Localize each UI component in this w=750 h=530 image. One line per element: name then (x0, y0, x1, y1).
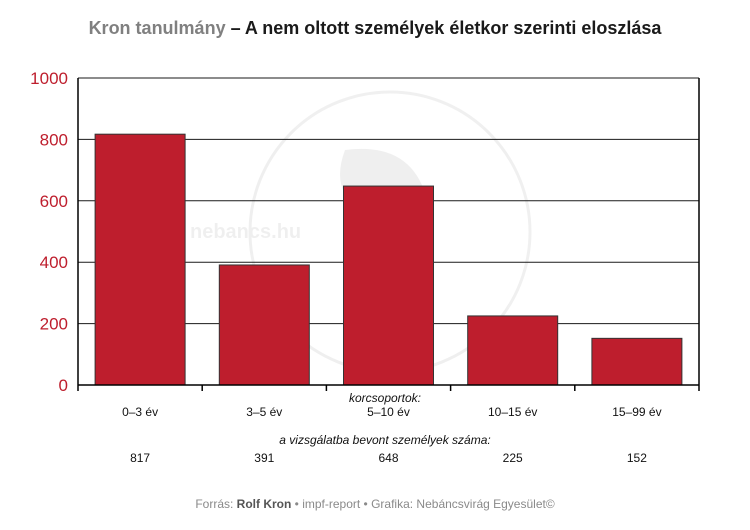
count-value: 817 (130, 451, 150, 465)
watermark-url: nebancs.hu (190, 221, 301, 243)
source-footer: Forrás: Rolf Kron • impf-report • Grafik… (0, 497, 750, 511)
x-tick-label: 5–10 év (367, 405, 410, 419)
bar-series (94, 133, 683, 386)
y-tick-label: 800 (40, 130, 68, 149)
x-tick-label: 10–15 év (488, 405, 537, 419)
footer-source: Rolf Kron (236, 497, 292, 511)
count-value: 648 (378, 451, 398, 465)
bar-chart: nebancs.hu 0 200 400 600 800 1000 korcsoporto… (30, 69, 700, 465)
bar (591, 337, 683, 386)
bar (467, 315, 559, 386)
x-axis-label: korcsoportok: (349, 391, 421, 405)
y-tick-label: 200 (40, 315, 68, 334)
count-value: 152 (627, 451, 647, 465)
axes (77, 78, 700, 391)
x-tick-label: 15–99 év (612, 405, 661, 419)
chart-title-rest: – A nem oltott személyek életkor szerint… (225, 18, 662, 38)
count-value: 225 (503, 451, 523, 465)
x-tick-label: 3–5 év (246, 405, 282, 419)
bar (343, 185, 434, 386)
y-tick-label: 600 (40, 192, 68, 211)
footer-prefix: Forrás: (195, 497, 237, 511)
footer-suffix: • impf-report • Grafika: Nebáncsvirág Eg… (291, 497, 555, 511)
y-tick-label: 0 (59, 376, 68, 395)
bar (218, 264, 310, 386)
bar (94, 133, 186, 386)
count-values: 817 391 648 225 152 (130, 451, 647, 465)
y-tick-labels: 0 200 400 600 800 1000 (30, 69, 68, 395)
x-tick-label: 0–3 év (122, 405, 158, 419)
y-tick-label: 1000 (30, 69, 68, 88)
count-value: 391 (254, 451, 274, 465)
chart-title: Kron tanulmány – A nem oltott személyek … (0, 18, 750, 39)
count-row-label: a vizsgálatba bevont személyek száma: (279, 433, 490, 447)
x-tick-labels: 0–3 év 3–5 év 5–10 év 10–15 év 15–99 év (122, 405, 662, 419)
y-tick-label: 400 (40, 253, 68, 272)
chart-title-study: Kron tanulmány (88, 18, 226, 38)
